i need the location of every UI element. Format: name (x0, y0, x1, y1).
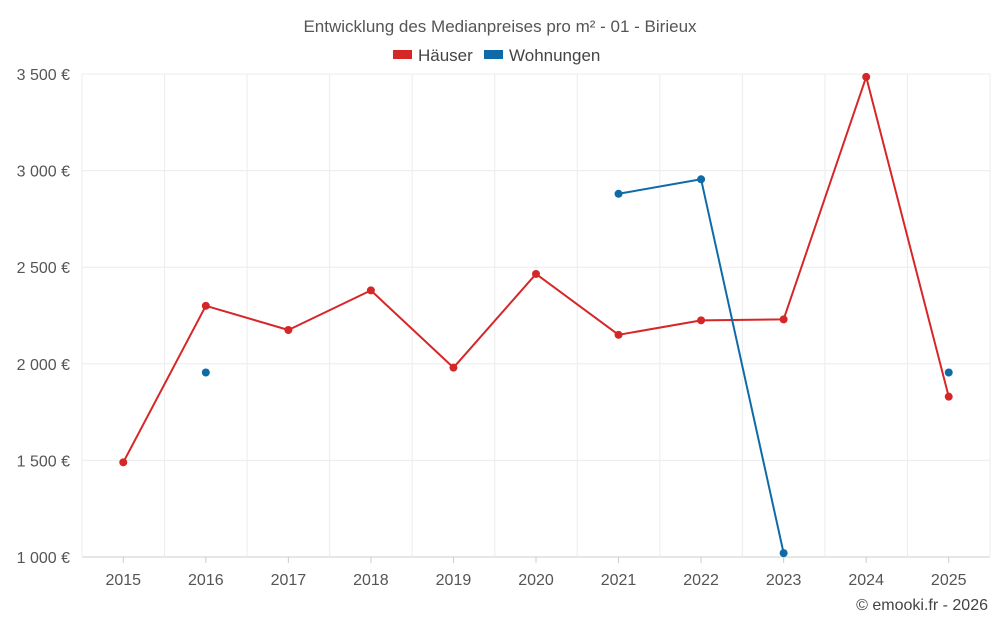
y-tick-label: 1 000 € (17, 550, 70, 567)
data-point-haeuser-2017[interactable] (284, 325, 293, 334)
plot-area (119, 72, 953, 558)
data-point-wohnungen-2025[interactable] (944, 368, 953, 377)
x-tick-label: 2016 (188, 572, 224, 589)
data-point-haeuser-2020[interactable] (532, 269, 540, 278)
x-tick-label: 2025 (931, 572, 967, 589)
x-tick-label: 2020 (518, 572, 554, 589)
data-point-haeuser-2023[interactable] (779, 315, 788, 324)
series-haeuser (119, 72, 953, 467)
legend-label-wohnungen: Wohnungen (509, 46, 600, 65)
data-point-haeuser-2021[interactable] (614, 330, 623, 339)
series-line-wohnungen (618, 178, 785, 554)
gridlines (81, 73, 991, 558)
x-tick-label: 2019 (436, 572, 472, 589)
x-tick-label: 2018 (353, 572, 389, 589)
chart-title: Entwicklung des Medianpreises pro m² - 0… (303, 17, 697, 36)
y-tick-label: 2 000 € (17, 357, 70, 374)
data-point-haeuser-2018[interactable] (366, 286, 375, 295)
x-tick-label: 2015 (105, 572, 141, 589)
data-point-haeuser-2025[interactable] (944, 392, 953, 401)
y-axis: 1 000 € 1 500 € 2 000 € 2 500 € 3 000 € 3 500… (17, 67, 70, 567)
x-tick-label: 2021 (601, 572, 637, 589)
data-point-haeuser-2019[interactable] (449, 363, 458, 372)
legend: Häuser Wohnungen (393, 46, 600, 65)
y-tick-label: 2 500 € (17, 260, 70, 277)
x-tick-label: 2023 (766, 572, 802, 589)
x-tick-label: 2022 (683, 572, 719, 589)
x-tick-label: 2017 (271, 572, 307, 589)
data-point-haeuser-2015[interactable] (119, 458, 128, 467)
data-point-wohnungen-2023[interactable] (779, 549, 788, 558)
y-tick-label: 3 000 € (17, 164, 70, 181)
series-wohnungen (201, 175, 953, 558)
data-point-haeuser-2022[interactable] (697, 316, 706, 325)
data-point-haeuser-2016[interactable] (201, 301, 210, 310)
credit-text: © emooki.fr - 2026 (856, 597, 988, 614)
data-point-haeuser-2024[interactable] (862, 72, 871, 81)
legend-item-wohnungen[interactable]: Wohnungen (484, 46, 600, 65)
data-point-wohnungen-2016[interactable] (201, 368, 210, 377)
legend-label-haeuser: Häuser (418, 46, 473, 65)
y-tick-label: 3 500 € (17, 67, 70, 84)
data-point-wohnungen-2021[interactable] (614, 189, 623, 198)
legend-swatch-wohnungen (484, 50, 503, 59)
legend-item-haeuser[interactable]: Häuser (393, 46, 473, 65)
data-point-wohnungen-2022[interactable] (697, 175, 706, 184)
x-axis: 2015 2016 2017 2018 2019 2020 2021 2022 2023 2024… (105, 557, 967, 589)
y-tick-label: 1 500 € (17, 453, 70, 470)
x-tick-label: 2024 (848, 572, 884, 589)
legend-swatch-haeuser (393, 50, 412, 59)
